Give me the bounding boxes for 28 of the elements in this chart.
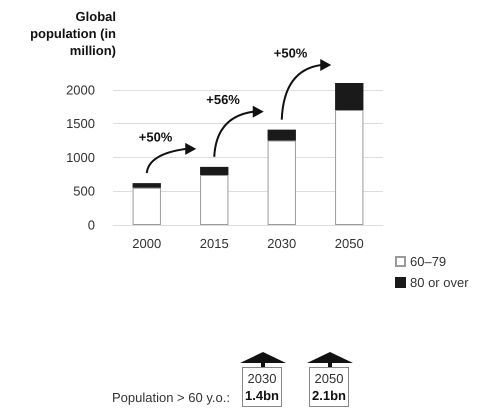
y-tick-label: 2000 [66, 82, 95, 98]
bar [200, 174, 228, 225]
x-tick-label: 2030 [267, 236, 296, 251]
y-axis-title: Global population (in million) [29, 8, 116, 59]
bar [132, 188, 161, 225]
bar [200, 166, 228, 175]
annotation: +56% [206, 92, 240, 108]
text: 1.4bn [244, 387, 280, 404]
bar [335, 110, 364, 225]
bar [132, 183, 161, 188]
bar [268, 140, 296, 225]
x-tick-label: 2000 [132, 236, 162, 251]
y-tick-label: 1000 [66, 150, 95, 165]
text: 2030 [246, 370, 278, 387]
legend-label: 60–79 [410, 254, 446, 269]
y-tick-label: 1500 [66, 116, 95, 132]
annotation: +50% [138, 129, 173, 144]
text: Population > 60 y.o.: [112, 390, 230, 405]
bar [268, 130, 296, 140]
y-tick-label: 0 [88, 218, 95, 232]
text: +50% [274, 46, 308, 60]
legend-label: 80 or over [410, 275, 470, 290]
text: 2.1bn [311, 387, 347, 404]
x-tick-label: 2050 [334, 236, 364, 251]
y-tick-label: 500 [73, 184, 95, 199]
bar [335, 83, 364, 110]
text: 2050 [314, 370, 344, 387]
x-tick-label: 2015 [200, 236, 229, 251]
